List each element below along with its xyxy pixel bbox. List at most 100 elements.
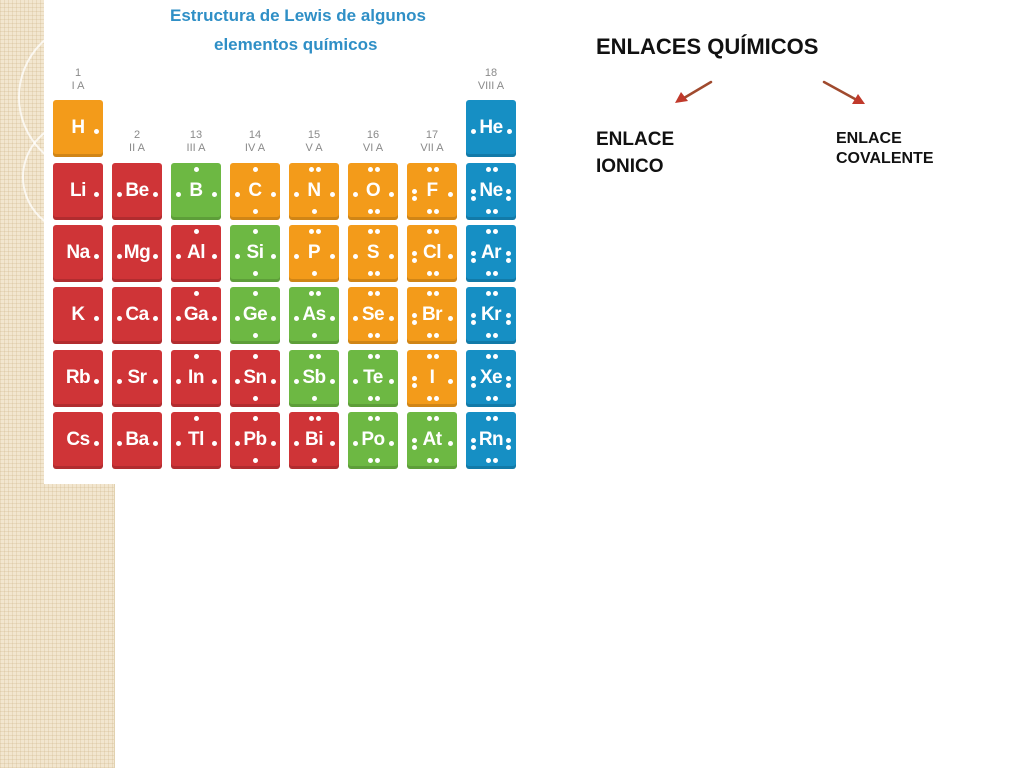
group-number: 16 xyxy=(366,129,380,141)
element-cell: O xyxy=(348,163,398,220)
valence-electron-dot xyxy=(294,441,299,446)
valence-electron-dot xyxy=(493,354,498,359)
valence-electron-dot xyxy=(506,376,511,381)
group-header: 18 VIII A xyxy=(465,67,517,93)
element-cell: Sr xyxy=(112,350,162,407)
group-number: 14 xyxy=(248,129,262,141)
group-roman: VII A xyxy=(420,142,444,154)
valence-electron-dot xyxy=(493,229,498,234)
valence-electron-dot xyxy=(94,441,99,446)
valence-electron-dot xyxy=(486,458,491,463)
valence-electron-dot xyxy=(434,416,439,421)
valence-electron-dot xyxy=(194,291,199,296)
element-symbol: P xyxy=(307,242,321,263)
valence-electron-dot xyxy=(117,379,122,384)
valence-electron-dot xyxy=(194,416,199,421)
element-symbol: At xyxy=(422,429,442,450)
group-roman: IV A xyxy=(244,142,266,154)
group-roman: II A xyxy=(129,142,145,154)
element-cell: H xyxy=(53,100,103,157)
valence-electron-dot xyxy=(375,354,380,359)
valence-electron-dot xyxy=(375,229,380,234)
valence-electron-dot xyxy=(434,333,439,338)
element-cell: N xyxy=(289,163,339,220)
valence-electron-dot xyxy=(117,316,122,321)
valence-electron-dot xyxy=(427,209,432,214)
group-header: 15 V A xyxy=(288,129,340,155)
valence-electron-dot xyxy=(94,379,99,384)
valence-electron-dot xyxy=(506,313,511,318)
valence-electron-dot xyxy=(176,379,181,384)
valence-electron-dot xyxy=(471,320,476,325)
valence-electron-dot xyxy=(235,192,240,197)
valence-electron-dot xyxy=(389,441,394,446)
valence-electron-dot xyxy=(375,333,380,338)
group-roman: VIII A xyxy=(477,80,505,92)
element-symbol: B xyxy=(189,180,203,201)
valence-electron-dot xyxy=(412,251,417,256)
element-symbol: Ga xyxy=(183,304,209,325)
element-cell: Li xyxy=(53,163,103,220)
element-symbol: Li xyxy=(70,180,86,201)
valence-electron-dot xyxy=(153,316,158,321)
element-cell: Rn xyxy=(466,412,516,469)
valence-electron-dot xyxy=(253,354,258,359)
element-symbol: Rb xyxy=(65,367,91,388)
element-symbol: C xyxy=(248,180,262,201)
valence-electron-dot xyxy=(117,192,122,197)
element-cell: Ba xyxy=(112,412,162,469)
valence-electron-dot xyxy=(94,254,99,259)
element-cell: Bi xyxy=(289,412,339,469)
valence-electron-dot xyxy=(316,416,321,421)
valence-electron-dot xyxy=(316,291,321,296)
valence-electron-dot xyxy=(368,291,373,296)
valence-electron-dot xyxy=(316,354,321,359)
valence-electron-dot xyxy=(253,167,258,172)
valence-electron-dot xyxy=(448,379,453,384)
element-cell: C xyxy=(230,163,280,220)
valence-electron-dot xyxy=(427,396,432,401)
element-cell: Ne xyxy=(466,163,516,220)
valence-electron-dot xyxy=(493,396,498,401)
valence-electron-dot xyxy=(330,254,335,259)
valence-electron-dot xyxy=(212,441,217,446)
group-header: 2 II A xyxy=(111,129,163,155)
valence-electron-dot xyxy=(316,167,321,172)
element-cell: Mg xyxy=(112,225,162,282)
group-number: 17 xyxy=(425,129,439,141)
element-symbol: N xyxy=(307,180,321,201)
valence-electron-dot xyxy=(312,396,317,401)
valence-electron-dot xyxy=(94,129,99,134)
element-symbol: Na xyxy=(66,242,90,263)
valence-electron-dot xyxy=(368,416,373,421)
valence-electron-dot xyxy=(506,445,511,450)
valence-electron-dot xyxy=(194,229,199,234)
valence-electron-dot xyxy=(375,416,380,421)
element-cell: Br xyxy=(407,287,457,344)
valence-electron-dot xyxy=(486,229,491,234)
valence-electron-dot xyxy=(153,192,158,197)
element-cell: In xyxy=(171,350,221,407)
valence-electron-dot xyxy=(253,333,258,338)
ionic-label-line-2: IONICO xyxy=(596,156,664,177)
valence-electron-dot xyxy=(471,438,476,443)
valence-electron-dot xyxy=(309,354,314,359)
valence-electron-dot xyxy=(427,416,432,421)
valence-electron-dot xyxy=(309,229,314,234)
covalent-bond-label: ENLACE COVALENTE xyxy=(836,129,933,169)
valence-electron-dot xyxy=(486,416,491,421)
valence-electron-dot xyxy=(368,396,373,401)
valence-electron-dot xyxy=(294,192,299,197)
element-cell: Rb xyxy=(53,350,103,407)
valence-electron-dot xyxy=(506,383,511,388)
valence-electron-dot xyxy=(506,196,511,201)
element-symbol: He xyxy=(479,117,503,138)
element-cell: Po xyxy=(348,412,398,469)
valence-electron-dot xyxy=(412,196,417,201)
valence-electron-dot xyxy=(271,316,276,321)
element-symbol: K xyxy=(71,304,85,325)
valence-electron-dot xyxy=(375,167,380,172)
element-symbol: Sr xyxy=(127,367,147,388)
